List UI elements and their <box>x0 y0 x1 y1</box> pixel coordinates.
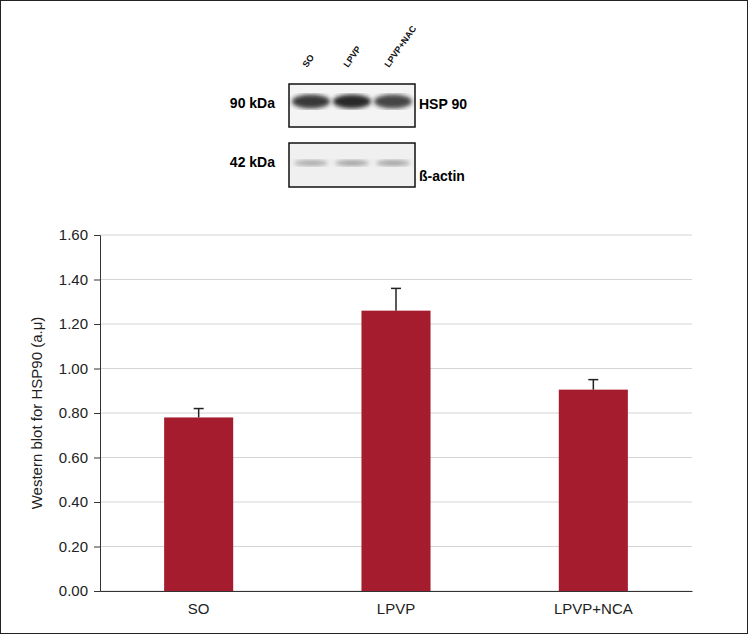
blot-band <box>374 95 412 109</box>
x-tick-label: LPVP+NCA <box>554 600 633 617</box>
y-tick-mark <box>94 502 100 503</box>
error-bar <box>391 288 401 310</box>
figure: SO LPVP LPVP+NAC 90 kDa HSP 90 42 kDa ß-actin 0… <box>0 0 748 634</box>
error-bar <box>588 380 598 390</box>
y-tick-mark <box>94 547 100 548</box>
blot-band <box>292 95 330 109</box>
y-tick: 0.00 <box>59 582 100 599</box>
blot-band <box>335 160 369 166</box>
y-tick-label: 0.20 <box>59 538 88 555</box>
y-tick-mark <box>94 235 100 236</box>
error-cap <box>194 408 204 410</box>
y-tick-mark <box>94 591 100 592</box>
bar <box>164 417 233 591</box>
y-tick-label: 1.40 <box>59 271 88 288</box>
x-tick: SO <box>188 591 210 617</box>
blot-row: 90 kDa HSP 90 <box>230 84 467 127</box>
x-tick-label: LPVP <box>377 600 415 617</box>
error-whisker <box>395 288 397 310</box>
y-axis: 0.00 0.20 0.40 0.60 0.80 1.00 1.20 1.40 1.60 <box>59 226 101 599</box>
y-tick-label: 1.00 <box>59 360 88 377</box>
blot-band <box>376 160 410 166</box>
blot-size-label: 90 kDa <box>230 95 275 111</box>
grid-line <box>100 279 692 280</box>
plot-area <box>164 288 628 591</box>
y-tick: 1.00 <box>59 360 100 377</box>
blot-size-label: 42 kDa <box>230 154 275 170</box>
blot-row: 42 kDa ß-actin <box>230 143 465 187</box>
blot-band <box>333 95 371 109</box>
x-tick: LPVP+NCA <box>554 591 633 617</box>
y-axis-line <box>94 236 101 592</box>
y-axis-title: Western blot for HSP90 (a.μ) <box>28 317 45 510</box>
x-axis-line <box>101 591 693 592</box>
y-tick: 0.40 <box>59 493 100 510</box>
error-cap <box>588 379 598 381</box>
x-axis: SO LPVP LPVP+NCA <box>101 591 693 617</box>
figure-frame <box>1 1 748 634</box>
y-tick-mark <box>94 280 100 281</box>
y-tick-label: 0.80 <box>59 404 88 421</box>
y-tick: 1.20 <box>59 315 100 332</box>
y-tick-mark <box>94 413 100 414</box>
y-tick: 0.60 <box>59 449 100 466</box>
blot-box <box>289 84 415 127</box>
y-tick-label: 0.60 <box>59 449 88 466</box>
grid-line <box>100 235 692 236</box>
y-tick: 1.40 <box>59 271 100 288</box>
y-tick-label: 1.60 <box>59 226 88 243</box>
bar <box>559 390 628 591</box>
y-tick: 0.80 <box>59 404 100 421</box>
y-tick-mark <box>94 324 100 325</box>
error-whisker <box>593 380 595 390</box>
bar <box>361 311 430 591</box>
error-bar <box>194 409 204 418</box>
y-tick-label: 0.00 <box>59 582 88 599</box>
lane-label: LPVP <box>341 44 363 69</box>
error-cap <box>391 288 401 290</box>
y-tick: 1.60 <box>59 226 100 243</box>
x-tick: LPVP <box>377 591 415 617</box>
blot-band <box>294 160 328 166</box>
y-tick-label: 1.20 <box>59 315 88 332</box>
y-tick-mark <box>94 369 100 370</box>
blot-box <box>289 143 415 187</box>
error-whisker <box>198 409 200 418</box>
grid <box>100 235 692 591</box>
lane-label: SO <box>300 53 316 69</box>
x-tick-label: SO <box>188 600 210 617</box>
blot-row-label: ß-actin <box>419 168 465 184</box>
blot-row-label: HSP 90 <box>419 96 467 112</box>
lane-label: LPVP+NAC <box>382 23 418 69</box>
y-tick: 0.20 <box>59 538 100 555</box>
y-tick-label: 0.40 <box>59 493 88 510</box>
y-tick-mark <box>94 458 100 459</box>
blot: SO LPVP LPVP+NAC 90 kDa HSP 90 42 kDa ß-actin <box>230 23 467 187</box>
